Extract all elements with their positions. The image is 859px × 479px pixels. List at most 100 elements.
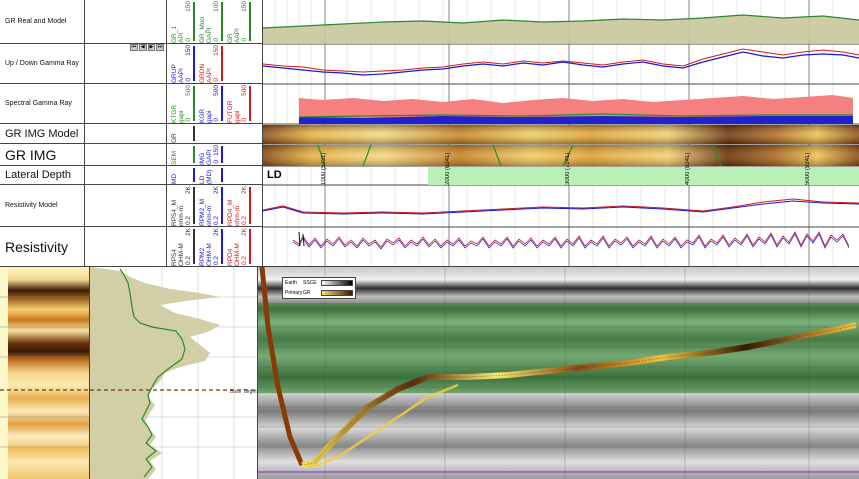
curve-header-futgr[interactable]: FUTGR gapi 0 500 (227, 84, 253, 123)
curve-header-gr-real-model[interactable]: GR_1 API 0 150 GR_Mod GAPI 0 100 GR AAPI 0 150 (167, 0, 263, 44)
color-legend[interactable]: Earth SSCE Primary GR (282, 277, 356, 299)
track-label-up-down-gamma[interactable]: Up / Down Gamma Ray (0, 44, 85, 84)
curve-name: SEM (171, 150, 178, 165)
curve-header-gr-img-model[interactable]: GR (167, 124, 263, 144)
gr-img-model-shade (263, 125, 859, 144)
curve-scale-max: 150 (241, 1, 248, 12)
legend-earth-colorbar (321, 280, 353, 286)
track-spacer (85, 166, 167, 185)
curve-line-swatch (221, 86, 223, 121)
track-spacer: ⏮ ◀ ▶ ⏭ (85, 44, 167, 84)
legend-primary-label: Primary (285, 290, 303, 296)
curve-header-lateral-depth[interactable]: MD LD (MD) (167, 166, 263, 185)
curve-header-rpm2[interactable]: RPM2 OHM-M 0.2 2K (199, 227, 225, 266)
depth-tick-4000: 4000 (8241) (685, 152, 691, 185)
depth-tick-1000: 1000 (5231) (321, 152, 327, 185)
curve-name: GR_Mod (199, 16, 206, 43)
curve-header-rpm2-m[interactable]: RPM2_M ohm-m 0.2 2K (199, 185, 225, 226)
track-label-gr-img-model[interactable]: GR IMG Model (0, 124, 85, 144)
nav-next-icon[interactable]: ▶ (147, 44, 156, 51)
curve-header-rps4[interactable]: RPS4 OHM-M 0.2 2K (171, 227, 197, 266)
track-label-gr-real-model[interactable]: GR Real and Model (0, 0, 85, 44)
curve-header-gr-img[interactable]: SEM IMG GAPI 0 150 (167, 144, 263, 166)
curve-scale-max: 500 (185, 85, 192, 96)
curve-unit: OHM-M (178, 243, 185, 266)
legend-primary-colorbar (321, 290, 353, 296)
offset-gr-fill (90, 267, 220, 479)
curve-header-grdn[interactable]: GRDN AAPI 0 150 (199, 44, 225, 83)
track-label-resistivity[interactable]: Resistivity (0, 227, 85, 267)
offset-gr-svg: Base Target (90, 267, 257, 479)
curve-header-rpd4-m[interactable]: RPD4_M ohm-m 0.2 2K (227, 185, 253, 226)
curve-header-gr-mod[interactable]: GR_Mod GAPI 0 100 (199, 0, 225, 43)
curve-header-ld[interactable]: LD (MD) (199, 166, 225, 184)
curve-name: FUTGR (227, 100, 234, 123)
curve-name: RPM2 (199, 247, 206, 266)
curve-header-resistivity-model[interactable]: RPS4_M ohm-m 0.2 2K RPM2_M ohm-m 0.2 2K RPD4_M oh… (167, 185, 263, 227)
nav-last-icon[interactable]: ⏭ (156, 44, 164, 51)
curve-name: KGR (199, 108, 206, 123)
curve-unit: gapi (178, 110, 185, 123)
curve-unit: ohm-m (206, 205, 213, 226)
curve-unit: AAPI (178, 68, 185, 83)
curve-scale-min: 0.2 (241, 255, 248, 265)
gr-real-fill (263, 15, 859, 44)
rps4-spike (298, 231, 305, 247)
curve-line-swatch (193, 146, 195, 163)
curve-header-gr-1[interactable]: GR_1 API 0 150 (171, 0, 197, 43)
curve-name: RPS4_M (171, 199, 178, 226)
curve-line-swatch (193, 46, 195, 81)
curve-unit: ohm-m (234, 205, 241, 226)
offset-image-log[interactable] (0, 267, 90, 479)
offset-image-grid (0, 296, 89, 448)
curve-header-img[interactable]: IMG GAPI 0 150 (199, 144, 225, 165)
track-label-lateral-depth[interactable]: Lateral Depth (0, 166, 85, 185)
track-label-text: Lateral Depth (5, 169, 72, 181)
curve-name: GRDN (199, 63, 206, 83)
curve-header-grup[interactable]: GRUP AAPI 0 150 (171, 44, 197, 83)
curve-scale-min: 0.2 (213, 215, 220, 225)
curve-header-rps4-m[interactable]: RPS4_M ohm-m 0.2 2K (171, 185, 197, 226)
curve-line-swatch (193, 168, 195, 182)
track-label-text: Resistivity (5, 238, 69, 255)
track-spacer (85, 84, 167, 124)
curve-header-up-down-gamma[interactable]: GRUP AAPI 0 150 GRDN AAPI 0 150 (167, 44, 263, 84)
curve-header-gr[interactable]: GR (171, 124, 197, 143)
wellbore-projection (313, 383, 459, 469)
track-label-gr-img[interactable]: GR IMG (0, 144, 85, 166)
curve-line-swatch (249, 229, 251, 264)
curve-scale-min: 0 (213, 78, 220, 82)
track-label-spectral-gamma[interactable]: Spectral Gamma Ray (0, 84, 85, 124)
gr-img-shade (263, 145, 859, 166)
nav-first-icon[interactable]: ⏮ (130, 44, 138, 51)
curve-line-swatch (249, 187, 251, 224)
curve-line-swatch (193, 187, 195, 224)
depth-tick-3000: 3000 (7241) (565, 152, 571, 185)
rpm2-curve (292, 233, 850, 250)
cross-section-panel[interactable]: Earth SSCE Primary GR (258, 267, 859, 479)
curve-name: MD (171, 173, 178, 184)
track-label-resistivity-model[interactable]: Resistivity Model (0, 185, 85, 227)
curve-scale-max: 150 (185, 1, 192, 12)
track-spacer (85, 124, 167, 144)
curve-header-sem[interactable]: SEM (171, 144, 197, 165)
offset-image-band (8, 267, 89, 479)
curve-scale-min: 0 (185, 118, 192, 122)
track-spacer (85, 185, 167, 227)
curve-header-spectral-gamma[interactable]: KTGR gapi 0 500 KGR gapi 0 500 FUTGR gapi 0 500 (167, 84, 263, 124)
log-plot-area[interactable]: LD 1000 (5231) 2000 (6241) 3000 (7241) 4… (263, 0, 859, 267)
curve-header-gr[interactable]: GR AAPI 0 150 (227, 0, 253, 43)
track-spacer (85, 144, 167, 166)
curve-header-resistivity[interactable]: RPS4 OHM-M 0.2 2K RPM2 OHM-M 0.2 2K RPD4 OHM-M 0.2… (167, 227, 263, 267)
curve-line-swatch (193, 2, 195, 41)
offset-gr-log[interactable]: Base Target (90, 267, 258, 479)
curve-header-rpd4[interactable]: RPD4 OHM-M 0.2 2K (227, 227, 253, 266)
curve-line-swatch (221, 229, 223, 264)
nav-prev-icon[interactable]: ◀ (138, 44, 147, 51)
curve-header-kgr[interactable]: KGR gapi 0 500 (199, 84, 225, 123)
track-label-text: Resistivity Model (5, 202, 58, 209)
curve-name: LD (199, 175, 206, 184)
curve-header-md[interactable]: MD (171, 166, 197, 184)
curve-scale-max: 2K (213, 228, 220, 236)
curve-header-ktgr[interactable]: KTGR gapi 0 500 (171, 84, 197, 123)
